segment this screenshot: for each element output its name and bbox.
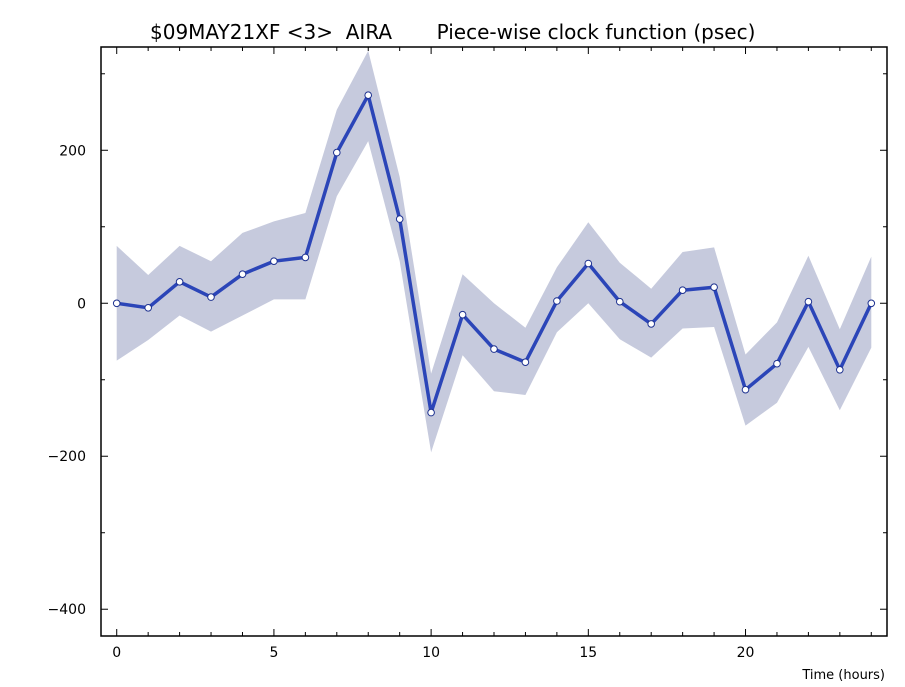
y-tick-label: 0: [77, 296, 86, 312]
data-point: [458, 310, 467, 319]
data-point: [427, 408, 435, 417]
data-point: [112, 299, 121, 308]
data-point: [301, 253, 310, 262]
data-point: [616, 297, 624, 306]
data-point: [773, 359, 781, 368]
data-point: [238, 270, 247, 279]
data-point: [710, 283, 718, 292]
data-point: [395, 215, 404, 223]
y-tick-label: −200: [48, 449, 86, 465]
chart-title: $09MAY21XF <3> AIRA Piece-wise clock fun…: [150, 20, 755, 44]
data-point: [678, 286, 687, 295]
data-point: [521, 358, 530, 367]
uncertainty-band-layer: [116, 50, 872, 453]
x-tick-label: 20: [737, 645, 755, 661]
uncertainty-band: [116, 50, 872, 453]
y-tick-label: −400: [48, 602, 86, 618]
x-tick-label: 0: [112, 645, 121, 661]
data-point: [836, 366, 844, 374]
x-tick-label: 15: [579, 645, 597, 661]
data-point: [584, 259, 593, 268]
data-point: [741, 385, 750, 394]
y-tick-label: 200: [59, 143, 86, 159]
data-point: [333, 148, 341, 157]
data-point: [270, 257, 278, 266]
x-axis-label: Time (hours): [801, 668, 885, 683]
data-point: [804, 297, 813, 306]
data-point: [867, 299, 876, 308]
data-point: [144, 304, 152, 312]
x-tick-label: 5: [269, 645, 278, 661]
data-point: [553, 297, 561, 305]
axis-ticks-layer: 0 5 10 15 20 −400 −200 0 200: [48, 47, 887, 661]
data-point: [364, 91, 373, 99]
data-point: [490, 345, 498, 353]
data-point: [207, 293, 215, 301]
x-tick-label: 10: [422, 645, 440, 661]
data-point: [175, 278, 184, 286]
data-points-layer: [112, 91, 876, 417]
data-point: [647, 320, 656, 328]
